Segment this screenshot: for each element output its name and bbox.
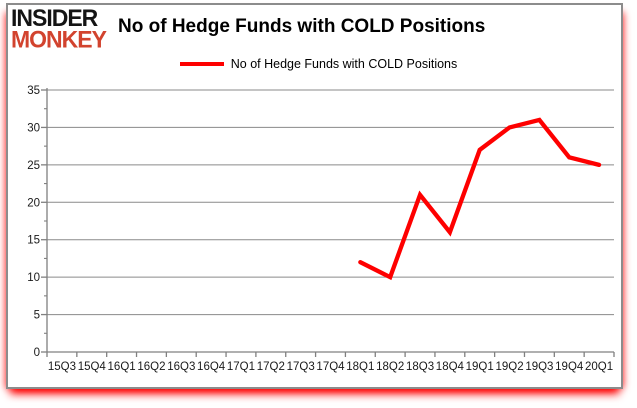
logo-text-insider: INSIDER [11,4,98,32]
legend-line-swatch [179,62,224,66]
insider-monkey-logo: INSIDER MONKEY [11,4,107,54]
x-axis-label: 19Q1 [466,361,494,373]
y-axis-label: 30 [27,122,40,134]
y-axis-label: 0 [34,347,40,359]
x-axis-label: 15Q4 [78,361,107,373]
x-axis-label: 19Q3 [525,361,553,373]
x-axis-label: 18Q2 [376,361,404,373]
x-axis-label: 18Q4 [436,361,465,373]
x-axis-label: 17Q2 [257,361,285,373]
y-axis-label: 15 [27,235,40,247]
y-axis-label: 35 [27,85,40,97]
x-axis-label: 16Q1 [108,361,136,373]
y-axis-label: 20 [27,197,40,209]
x-axis-label: 17Q4 [316,361,345,373]
x-axis-label: 20Q1 [585,361,613,373]
y-axis-label: 25 [27,160,40,172]
x-axis-label: 18Q1 [346,361,374,373]
x-axis-label: 16Q4 [197,361,226,373]
legend-label: No of Hedge Funds with COLD Positions [230,57,458,71]
x-axis-label: 16Q2 [137,361,165,373]
y-axis-label: 10 [27,272,40,284]
series-line [358,117,602,281]
x-axis-label: 19Q2 [495,361,523,373]
y-axis-label: 5 [34,310,40,322]
chart-panel [6,3,623,389]
chart-title: No of Hedge Funds with COLD Positions [118,16,486,37]
x-axis-label: 18Q3 [406,361,434,373]
x-axis-label: 15Q3 [48,361,76,373]
logo-text-monkey: MONKEY [11,26,107,54]
legend: No of Hedge Funds with COLD Positions [0,57,637,71]
x-axis-label: 19Q4 [555,361,584,373]
x-axis-label: 16Q3 [167,361,195,373]
x-axis-label: 17Q3 [287,361,315,373]
x-axis-label: 17Q1 [227,361,255,373]
